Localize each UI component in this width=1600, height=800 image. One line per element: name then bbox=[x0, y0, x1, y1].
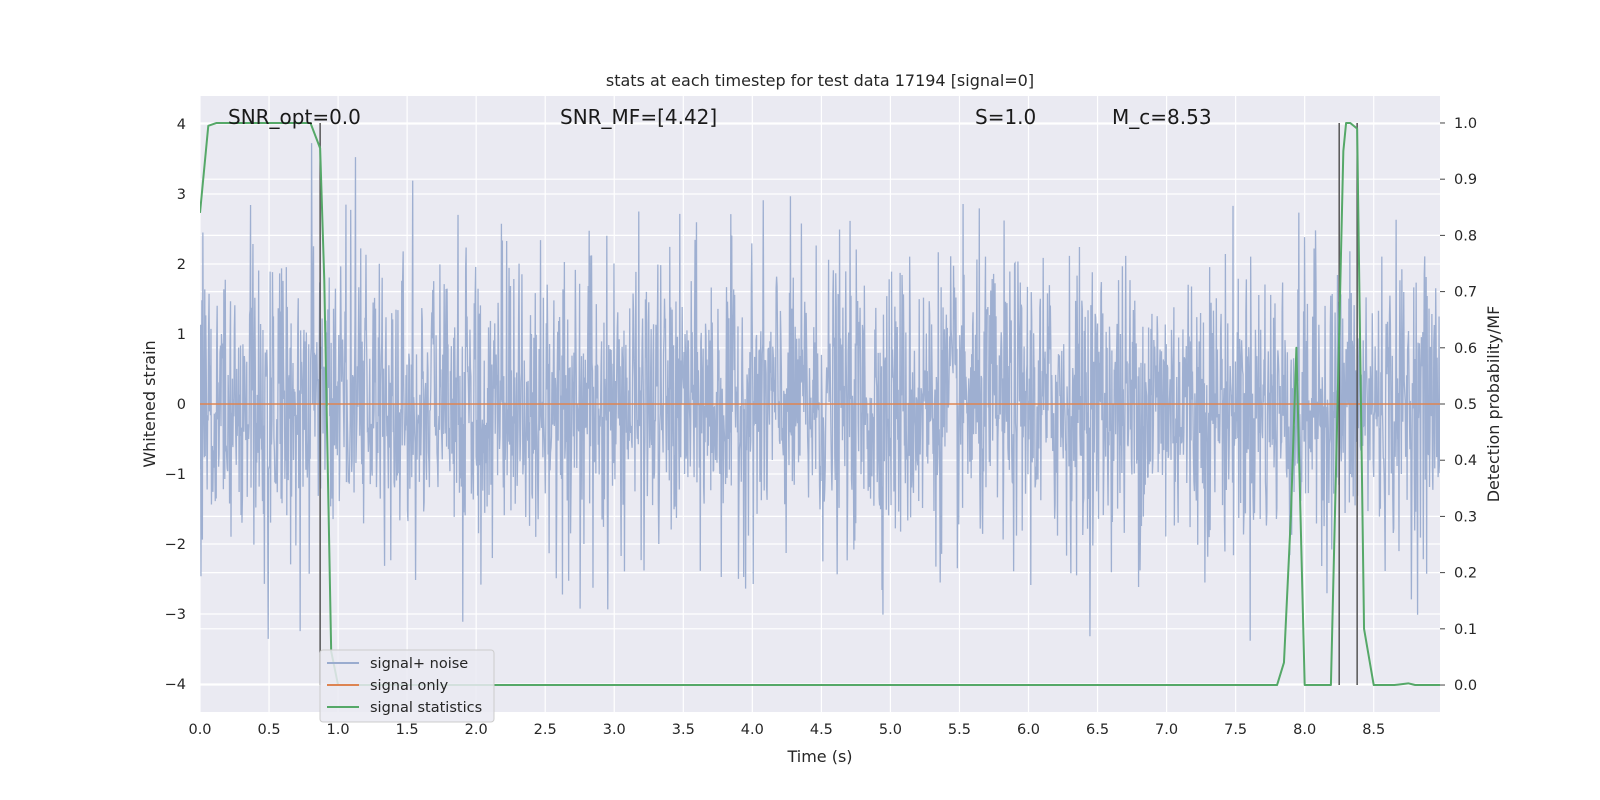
y-left-tick-label: −4 bbox=[165, 677, 186, 693]
x-tick-label: 7.0 bbox=[1155, 722, 1178, 738]
y-right-tick-label: 0.0 bbox=[1454, 678, 1477, 694]
x-tick-label: 5.0 bbox=[879, 722, 902, 738]
y-left-tick-label: −1 bbox=[165, 467, 186, 483]
series-signal-statistics-line bbox=[200, 121, 1440, 687]
y-left-tick-label: −3 bbox=[165, 607, 186, 623]
annotation-mc: M_c=8.53 bbox=[1112, 105, 1212, 129]
axis-ticks: 0.0 0.5 1.0 1.5 2.0 2.5 3.0 3.5 4.0 4.5 5.0 5.5 6.0 6… bbox=[165, 116, 1477, 738]
y-right-tick-label: 0.3 bbox=[1454, 509, 1477, 525]
legend-box bbox=[319, 649, 495, 723]
y-right-tick-label: 0.4 bbox=[1454, 453, 1477, 469]
x-tick-label: 6.0 bbox=[1017, 722, 1040, 738]
y-right-tick-label: 0.7 bbox=[1454, 285, 1477, 301]
y-axis-left-title: Whitened strain bbox=[140, 340, 159, 467]
x-tick-label: 1.5 bbox=[396, 722, 419, 738]
series-signal-noise-line bbox=[200, 143, 1440, 641]
legend-label-signal-only: signal only bbox=[370, 678, 449, 694]
x-tick-label: 6.5 bbox=[1086, 722, 1109, 738]
annotation-snr-mf: SNR_MF=[4.42] bbox=[560, 105, 717, 129]
y-left-tick-label: −2 bbox=[165, 537, 186, 553]
x-tick-label: 1.0 bbox=[327, 722, 350, 738]
x-tick-label: 4.5 bbox=[810, 722, 833, 738]
x-tick-label: 0.5 bbox=[258, 722, 281, 738]
y-right-tick-label: 0.9 bbox=[1454, 172, 1477, 188]
y-left-tick-label: 2 bbox=[177, 257, 186, 273]
y-right-tick-label: 0.2 bbox=[1454, 566, 1477, 582]
x-tick-label: 3.5 bbox=[672, 722, 695, 738]
y-left-tick-label: 3 bbox=[177, 187, 186, 203]
y-left-tick-label: 1 bbox=[177, 327, 186, 343]
x-tick-label: 8.0 bbox=[1293, 722, 1316, 738]
y-right-tick-label: 0.6 bbox=[1454, 341, 1477, 357]
y-right-tick-label: 0.1 bbox=[1454, 622, 1477, 638]
y-right-tick-label: 1.0 bbox=[1454, 116, 1477, 132]
x-tick-label: 4.0 bbox=[741, 722, 764, 738]
legend: signal+ noise signal only signal statist… bbox=[319, 649, 495, 723]
x-tick-label: 2.0 bbox=[465, 722, 488, 738]
x-tick-label: 8.5 bbox=[1362, 722, 1385, 738]
x-tick-label: 0.0 bbox=[188, 722, 211, 738]
y-right-tick-label: 0.5 bbox=[1454, 397, 1477, 413]
annotation-snr-opt: SNR_opt=0.0 bbox=[228, 105, 361, 129]
x-axis-title: Time (s) bbox=[786, 747, 852, 766]
x-tick-label: 3.0 bbox=[603, 722, 626, 738]
y-axis-right-title: Detection probability/MF bbox=[1484, 306, 1503, 503]
chart-title: stats at each timestep for test data 171… bbox=[606, 71, 1034, 90]
legend-label-signal-statistics: signal statistics bbox=[370, 700, 482, 716]
data-layer bbox=[200, 121, 1440, 687]
y-left-tick-label: 4 bbox=[177, 117, 186, 133]
x-tick-label: 2.5 bbox=[534, 722, 557, 738]
vertical-markers bbox=[319, 122, 1358, 686]
annotation-s: S=1.0 bbox=[975, 105, 1036, 129]
x-tick-label: 7.5 bbox=[1224, 722, 1247, 738]
x-tick-label: 5.5 bbox=[948, 722, 971, 738]
y-left-tick-label: 0 bbox=[177, 397, 186, 413]
y-right-tick-label: 0.8 bbox=[1454, 228, 1477, 244]
annotations: SNR_opt=0.0 SNR_MF=[4.42] S=1.0 M_c=8.53 bbox=[228, 105, 1212, 129]
legend-label-signal-noise: signal+ noise bbox=[370, 656, 468, 672]
